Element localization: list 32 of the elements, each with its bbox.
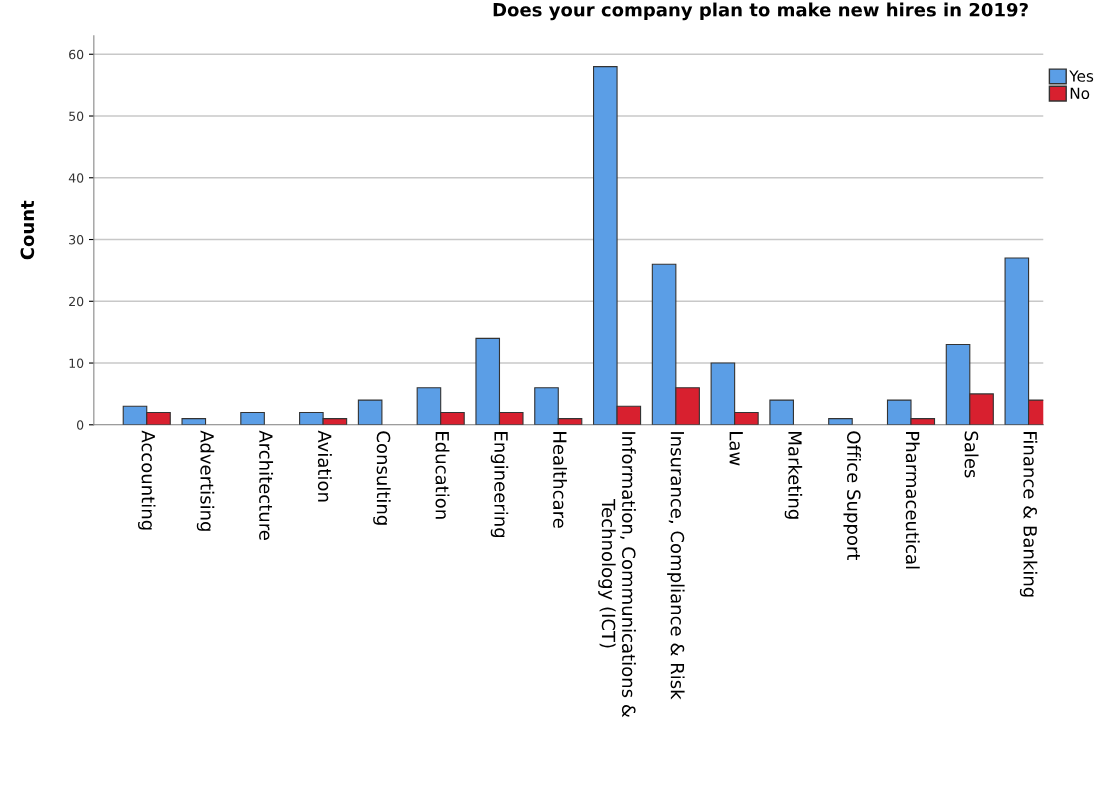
x-tick-label: Information, Communications & Technology (ICT) [598, 432, 636, 718]
bar [240, 411, 265, 425]
bar [181, 418, 207, 425]
x-tick-label: Engineering [490, 432, 509, 538]
y-axis-title: Count [20, 200, 35, 260]
y-tick-label: 40 [68, 173, 84, 183]
bar [769, 399, 794, 425]
x-tick-label: Education [435, 432, 450, 519]
legend-label: Yes [1069, 70, 1094, 82]
chart-title: Does your company plan to make new hires in 2019? [493, 2, 1028, 21]
y-tick-label: 10 [69, 358, 84, 368]
y-tick-label: 20 [69, 296, 84, 307]
x-tick-label: Consulting [373, 431, 391, 525]
legend-label: No [1070, 87, 1090, 100]
x-tick-label: Insurance, Compliance & Risk [667, 432, 685, 700]
bar [357, 399, 383, 425]
y-tick-label: 0 [76, 420, 84, 430]
x-tick-label: Healthcare [553, 432, 568, 528]
x-tick-label: Law [729, 432, 743, 466]
y-tick-label: 30 [69, 235, 84, 245]
x-tick-label: Sales [964, 431, 979, 478]
x-tick-label: Marketing [784, 432, 803, 519]
x-tick-label: Aviation [317, 430, 332, 502]
x-tick-label: Architecture [259, 430, 274, 540]
x-tick-label: Advertising [196, 430, 215, 531]
x-tick-label: Accounting [138, 430, 156, 530]
y-tick-label: 50 [69, 111, 84, 121]
y-tick-label: 60 [69, 49, 84, 60]
x-tick-label: Office Support [843, 431, 861, 560]
bar [828, 418, 853, 425]
x-tick-label: Pharmaceutical [905, 432, 920, 569]
x-tick-label: Finance & Banking [1019, 432, 1038, 597]
